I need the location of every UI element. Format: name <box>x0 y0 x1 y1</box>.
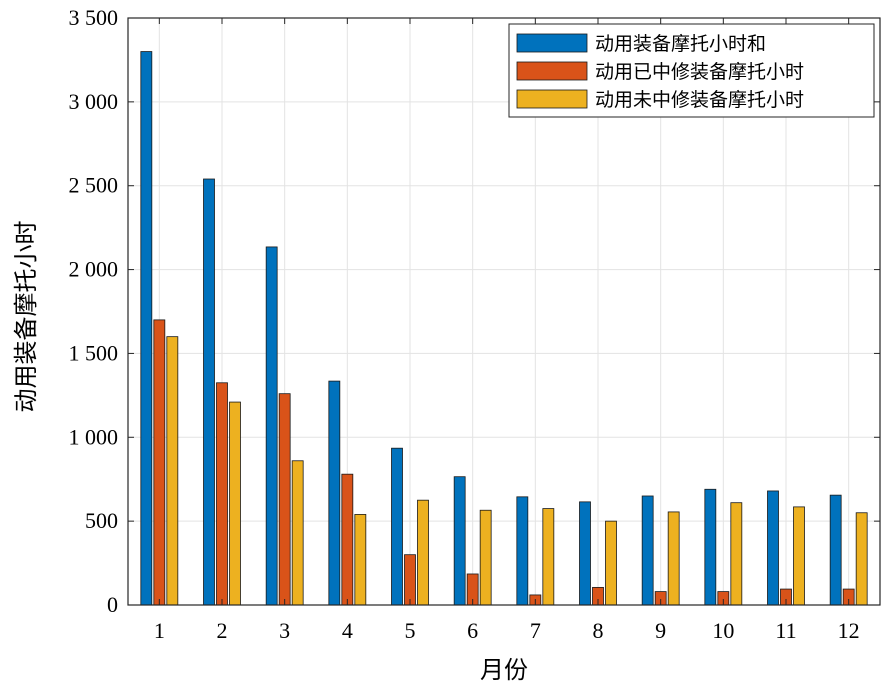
bar-3-3 <box>291 460 304 606</box>
y-tick-label: 2 000 <box>69 257 119 282</box>
legend-label: 动用已中修装备摩托小时 <box>595 61 804 83</box>
bar-1-5 <box>391 447 403 606</box>
bar-3-10 <box>730 502 743 606</box>
legend-label: 动用装备摩托小时和 <box>595 33 766 55</box>
bar-2-4 <box>341 473 354 606</box>
y-tick-label: 3 000 <box>69 89 119 114</box>
bars <box>140 51 868 606</box>
x-tick-label: 11 <box>775 618 796 643</box>
x-tick-label: 2 <box>217 618 228 643</box>
bar-3-4 <box>354 514 367 606</box>
y-tick-label: 500 <box>85 508 118 533</box>
bar-3-12 <box>855 512 868 606</box>
y-tick-label: 0 <box>107 592 118 617</box>
y-axis-title: 动用装备摩托小时 <box>12 221 40 413</box>
x-tick-label: 12 <box>838 618 860 643</box>
bar-2-1 <box>153 319 166 606</box>
bar-3-11 <box>793 506 805 606</box>
x-tick-label: 9 <box>655 618 666 643</box>
x-tick-label: 4 <box>342 618 353 643</box>
legend-swatch <box>516 33 588 53</box>
legend-swatch <box>516 89 588 109</box>
x-tick-label: 8 <box>593 618 604 643</box>
bar-3-6 <box>479 509 492 606</box>
x-tick-label: 6 <box>467 618 478 643</box>
bar-1-7 <box>516 496 529 606</box>
y-tick-label: 3 500 <box>69 5 119 30</box>
y-tick-label: 1 500 <box>69 340 119 365</box>
x-tick-label: 5 <box>405 618 416 643</box>
bar-3-9 <box>667 511 680 606</box>
plot-area-frame <box>127 17 881 606</box>
x-tick-label: 7 <box>530 618 541 643</box>
x-tick-label: 3 <box>279 618 290 643</box>
bar-1-11 <box>767 490 779 606</box>
x-tick-label: 1 <box>154 618 165 643</box>
bar-1-1 <box>140 51 153 606</box>
bar-1-6 <box>453 476 466 606</box>
bar-3-5 <box>417 499 429 606</box>
bar-1-3 <box>265 246 278 606</box>
bar-1-9 <box>641 495 654 606</box>
x-axis-title: 月份 <box>480 656 528 684</box>
bar-1-4 <box>328 380 341 606</box>
y-tick-label: 1 000 <box>69 424 119 449</box>
bar-1-12 <box>829 494 842 606</box>
bar-1-2 <box>203 178 215 606</box>
x-tick-label: 10 <box>712 618 734 643</box>
bar-1-8 <box>579 501 591 606</box>
bar-2-2 <box>216 382 228 606</box>
bar-1-10 <box>704 488 717 606</box>
bar-3-7 <box>542 508 555 606</box>
bar-3-2 <box>229 401 241 606</box>
bar-2-5 <box>404 554 416 606</box>
legend-label: 动用未中修装备摩托小时 <box>595 89 804 111</box>
y-tick-label: 2 500 <box>69 173 119 198</box>
bar-3-1 <box>166 336 179 606</box>
bar-2-3 <box>278 393 291 606</box>
legend-swatch <box>516 61 588 81</box>
bar-3-8 <box>605 520 617 606</box>
